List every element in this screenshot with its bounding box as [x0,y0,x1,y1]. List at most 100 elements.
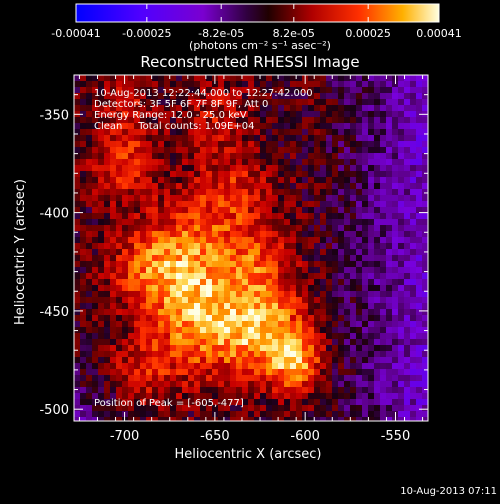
heatmap-cell [380,387,387,394]
heatmap-cell [266,177,273,184]
heatmap-cell [362,357,369,364]
heatmap-cell [218,183,225,190]
heatmap-cell [338,267,345,274]
heatmap-cell [344,117,351,124]
heatmap-cell [176,321,183,328]
heatmap-cell [92,393,99,400]
heatmap-cell [266,249,273,256]
heatmap-cell [374,183,381,190]
heatmap-cell [152,321,159,328]
heatmap-cell [74,393,81,400]
heatmap-cell [230,387,237,394]
heatmap-cell [236,171,243,178]
heatmap-cell [266,357,273,364]
heatmap-cell [158,111,165,118]
heatmap-cell [158,171,165,178]
heatmap-cell [320,159,327,166]
heatmap-cell [182,123,189,130]
heatmap-cell [416,249,423,256]
heatmap-cell [158,303,165,310]
heatmap-cell [410,189,417,196]
heatmap-cell [224,327,231,334]
heatmap-cell [410,333,417,340]
heatmap-cell [110,129,117,136]
colorbar-tick-label: -0.00025 [122,27,171,40]
heatmap-cell [374,87,381,94]
heatmap-cell [356,207,363,214]
heatmap-cell [152,231,159,238]
heatmap-cell [302,315,309,322]
heatmap-cell [92,297,99,304]
heatmap-cell [122,363,129,370]
heatmap-cell [326,75,333,82]
heatmap-cell [74,351,81,358]
heatmap-cell [326,249,333,256]
heatmap-cell [236,243,243,250]
heatmap-cell [104,75,111,82]
heatmap-cell [416,105,423,112]
heatmap-cell [410,321,417,328]
heatmap-cell [212,129,219,136]
heatmap-cell [278,123,285,130]
heatmap-cell [344,159,351,166]
heatmap-cell [128,147,135,154]
heatmap-cell [218,315,225,322]
heatmap-cell [218,381,225,388]
heatmap-cell [302,183,309,190]
heatmap-cell [74,183,81,190]
heatmap-cell [152,123,159,130]
heatmap-cell [290,201,297,208]
heatmap-cell [284,93,291,100]
heatmap-cell [254,381,261,388]
heatmap-cell [422,159,428,166]
heatmap-cell [80,81,87,88]
heatmap-cell [158,93,165,100]
heatmap-cell [386,207,393,214]
heatmap-cell [80,333,87,340]
heatmap-cell [320,417,327,421]
heatmap-cell [122,393,129,400]
heatmap-cell [398,399,405,406]
heatmap-cell [176,219,183,226]
heatmap-cell [146,201,153,208]
heatmap-cell [152,411,159,418]
heatmap-cell [344,177,351,184]
heatmap-cell [260,87,267,94]
heatmap-cell [356,201,363,208]
heatmap-cell [332,243,339,250]
heatmap-cell [74,189,81,196]
heatmap-cell [80,249,87,256]
heatmap-cell [134,405,141,412]
heatmap-cell [176,297,183,304]
heatmap-cell [80,87,87,94]
heatmap-cell [404,273,411,280]
heatmap-cell [188,291,195,298]
heatmap-cell [128,243,135,250]
heatmap-cell [218,321,225,328]
heatmap-cell [356,87,363,94]
heatmap-cell [182,177,189,184]
heatmap-cell [224,147,231,154]
heatmap-cell [188,195,195,202]
heatmap-cell [98,249,105,256]
heatmap-cell [350,243,357,250]
heatmap-cell [206,75,213,82]
heatmap-cell [236,129,243,136]
heatmap-cell [86,273,93,280]
heatmap-cell [326,135,333,142]
heatmap-cell [326,303,333,310]
heatmap-cell [122,291,129,298]
heatmap-cell [140,201,147,208]
heatmap-cell [164,195,171,202]
heatmap-cell [242,327,249,334]
heatmap-cell [386,129,393,136]
heatmap-cell [110,279,117,286]
heatmap-cell [290,267,297,274]
heatmap-cell [104,399,111,406]
heatmap-cell [140,171,147,178]
heatmap-cell [230,93,237,100]
heatmap-cell [92,153,99,160]
heatmap-cell [230,405,237,412]
heatmap-cell [80,255,87,262]
heatmap-cell [326,315,333,322]
